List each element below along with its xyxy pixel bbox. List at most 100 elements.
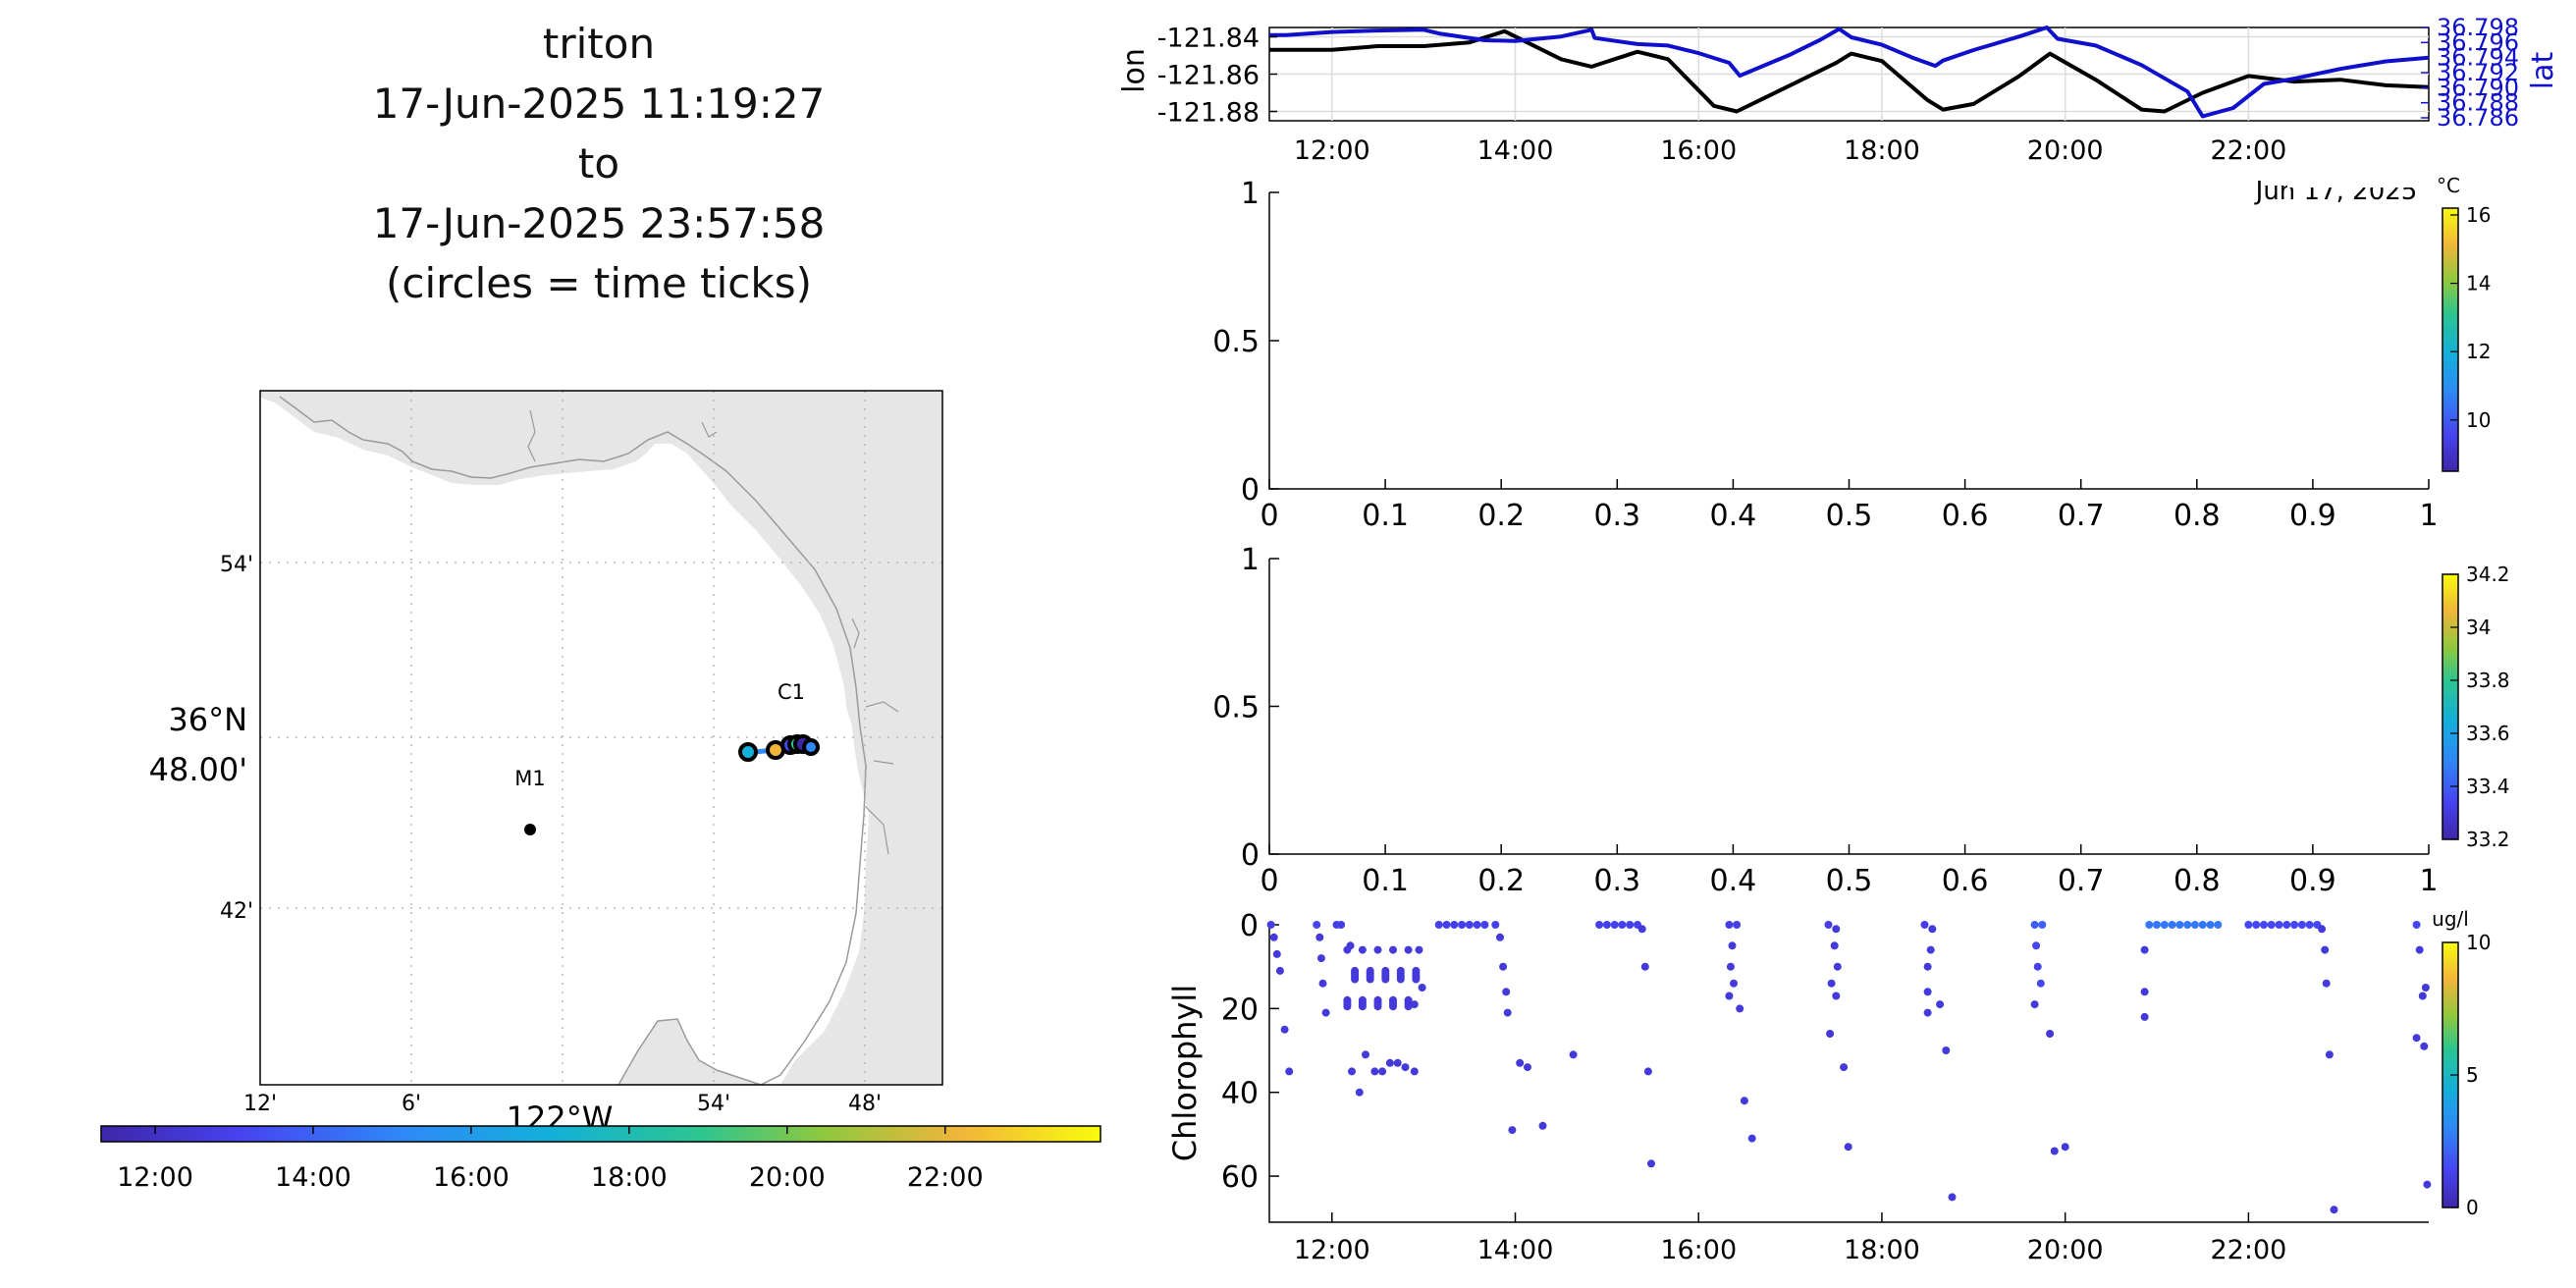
lonlat-x-tick-label: 14:00: [1477, 135, 1554, 166]
chlorophyll-y-tick-label: 20: [1221, 993, 1259, 1027]
track-tick-1: [738, 742, 758, 762]
chlorophyll-point: [2030, 921, 2039, 929]
temperature-colorbar-tick-label: 12: [2466, 340, 2491, 363]
lon-tick-12: 12': [243, 1092, 277, 1116]
chlorophyll-x-tick-label: 14:00: [1477, 1235, 1554, 1265]
chlorophyll-point: [1491, 921, 1500, 929]
chlorophyll-point: [1640, 962, 1649, 971]
salinity-y-tick-label: 1: [1241, 543, 1260, 577]
salinity-colorbar-tick-label: 34.2: [2466, 563, 2510, 586]
chlorophyll-point: [1728, 941, 1737, 950]
chlorophyll-point: [1496, 933, 1504, 941]
chlorophyll-point: [2260, 921, 2268, 929]
time-colorbar-tick-label: 18:00: [591, 1162, 668, 1193]
chlorophyll-point: [1936, 1000, 1945, 1009]
circle-note: (circles = time ticks): [386, 259, 812, 307]
salinity-x-tick-label: 0.5: [1826, 864, 1873, 898]
chlorophyll-point: [1740, 1097, 1748, 1105]
chlorophyll-x-tick-label: 16:00: [1660, 1235, 1737, 1265]
salinity-colorbar-tick-label: 33.4: [2466, 775, 2510, 798]
chlorophyll-point: [2252, 921, 2261, 929]
chlorophyll-point: [2160, 921, 2169, 929]
chlorophyll-axes: [1268, 925, 2429, 1223]
chlorophyll-point: [1389, 945, 1397, 954]
salinity-x-tick-label: 0.2: [1477, 864, 1525, 898]
chlorophyll-point: [1844, 1143, 1852, 1152]
time-colorbar-tick-label: 14:00: [275, 1162, 351, 1193]
chlorophyll-point: [1826, 1030, 1835, 1038]
salinity-x-tick-label: 0.4: [1710, 864, 1757, 898]
chlorophyll-point: [1315, 933, 1324, 941]
chlorophyll-point: [2033, 962, 2042, 971]
chlorophyll-point: [2325, 1050, 2334, 1059]
series-line-lon: [1269, 28, 2430, 114]
chlorophyll-point: [1923, 1008, 1932, 1017]
salinity-x-tick-label: 0.3: [1593, 864, 1640, 898]
chlorophyll-point: [1725, 992, 1734, 1000]
chlorophyll-point: [2305, 921, 2314, 929]
end-time: 17-Jun-2025 23:57:58: [372, 199, 826, 247]
chlorophyll-point: [1318, 979, 1327, 988]
chlorophyll-point: [1840, 1063, 1849, 1072]
chlorophyll-point: [2415, 945, 2424, 954]
chlorophyll-point: [1358, 945, 1367, 954]
chlorophyll-point: [1610, 921, 1619, 929]
temperature-colorbar-tick-label: 14: [2466, 272, 2491, 295]
map-panel: 54' 36°N 48.00' 42' 12' 6' 54' 48' 122°W…: [149, 390, 943, 1137]
salinity-x-tick-label: 1: [2419, 864, 2438, 898]
chlorophyll-point: [1285, 1067, 1294, 1076]
chlorophyll-point: [1473, 921, 1481, 929]
land-mass: [260, 391, 942, 1085]
chlorophyll-point: [1730, 979, 1738, 988]
chlorophyll-point: [1442, 921, 1451, 929]
river-4: [863, 760, 894, 855]
chlorophyll-point: [1923, 988, 1932, 996]
chlorophyll-point: [1923, 962, 1932, 971]
chlorophyll-point: [1275, 966, 1284, 975]
river-3: [851, 617, 899, 713]
salinity-panel: 0 0.1 0.2 0.3 0.4 0.5 0.6 0.7 0.8 0.9 1 0 0.5 1 34.2 3…: [1212, 543, 2509, 898]
temperature-x-tick-label: 0.6: [1942, 499, 1989, 533]
chlorophyll-point: [1499, 962, 1508, 971]
chlorophyll-point: [2190, 921, 2199, 929]
chlorophyll-point: [1538, 1121, 1547, 1130]
chlorophyll-point: [1362, 1050, 1369, 1059]
chlorophyll-point: [2046, 1030, 2055, 1038]
chlorophyll-y-tick-label: 60: [1221, 1160, 1259, 1195]
chlorophyll-point: [1389, 995, 1397, 1004]
chlorophyll-point: [1418, 984, 1426, 992]
salinity-axes: [1268, 559, 2429, 855]
chlorophyll-point: [1928, 925, 1937, 934]
chlorophyll-point: [2175, 921, 2184, 929]
chlorophyll-point: [1434, 921, 1443, 929]
salinity-x-tick-label: 0.7: [2058, 864, 2105, 898]
vehicle-track: [738, 734, 820, 762]
lonlat-x-tick-label: 16:00: [1660, 135, 1737, 166]
salinity-x-tick-label: 0.9: [2289, 864, 2336, 898]
chlorophyll-point: [1832, 925, 1841, 934]
chlorophyll-point: [1378, 1067, 1387, 1076]
chlorophyll-point: [1725, 921, 1734, 929]
title-connector: to: [577, 139, 620, 188]
chlorophyll-point: [1381, 966, 1390, 975]
chlorophyll-point: [1569, 1050, 1578, 1059]
chlorophyll-x-tick-label: 18:00: [1844, 1235, 1920, 1265]
time-colorbar-tick-label: 20:00: [749, 1162, 826, 1193]
lat-tick-label: 36.788: [2437, 89, 2519, 117]
lon-tick-48: 48': [848, 1092, 882, 1116]
chlorophyll-point: [1415, 945, 1423, 954]
salinity-colorbar-tick-label: 34: [2466, 616, 2491, 639]
chlorophyll-unit: ug/l: [2432, 907, 2469, 931]
temperature-axes: [1268, 192, 2429, 490]
chlorophyll-point: [2412, 921, 2421, 929]
chlorophyll-point: [2330, 1206, 2338, 1214]
track-tick-6: [802, 738, 820, 756]
temperature-unit: °C: [2437, 174, 2460, 197]
chlorophyll-point: [1404, 945, 1413, 954]
lon-tick-label: -121.88: [1157, 98, 1260, 129]
salinity-y-tick-label: 0: [1241, 838, 1260, 873]
start-time: 17-Jun-2025 11:19:27: [372, 80, 826, 128]
time-colorbar-tick-label: 22:00: [907, 1162, 984, 1193]
chlorophyll-point: [2412, 1034, 2421, 1043]
